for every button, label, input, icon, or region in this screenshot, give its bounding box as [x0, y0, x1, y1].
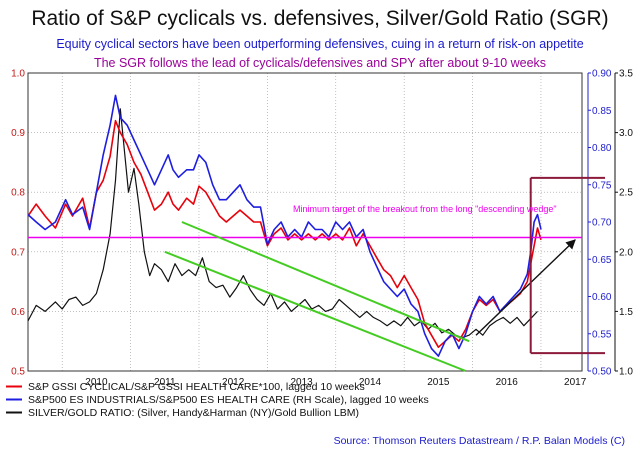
- x-tick-label: 2013: [290, 377, 313, 388]
- x-tick-label: 2017: [564, 377, 587, 388]
- x-tick-label: 2010: [85, 377, 108, 388]
- right-axis-1-label: 0.70: [592, 218, 612, 229]
- series-group: [27, 94, 542, 357]
- plot-frame: [27, 72, 583, 372]
- breakout-arrow: [475, 239, 576, 336]
- right-axis-2-label: 2.0: [619, 247, 633, 258]
- right-axis-2-label: 1.5: [619, 307, 633, 318]
- x-tick-label: 2014: [359, 377, 382, 388]
- right-axis-1-label: 0.85: [592, 106, 612, 117]
- right-axis-1: 0.50 0.55 0.60 0.65 0.70 0.75 0.80 0.85 0.90: [587, 69, 612, 378]
- right-axis-2-label: 2.5: [619, 188, 633, 199]
- right-axis-2: 1.0 1.5 2.0 2.5 3.0 3.5: [614, 69, 633, 378]
- x-tick-label: 2016: [496, 377, 519, 388]
- wedge-trendline: [164, 250, 467, 372]
- right-axis-2-label: 3.5: [619, 69, 633, 80]
- left-axis: 0.5 0.6 0.7 0.8 0.9 1.0: [11, 69, 25, 378]
- wedge-annotation: Minimum target of the breakout from the …: [293, 204, 557, 214]
- chart-subtitle: Equity cyclical sectors have been outper…: [56, 37, 583, 51]
- x-tick-label: 2011: [154, 377, 176, 388]
- right-axis-1-label: 0.80: [592, 143, 612, 154]
- right-axis-1-label: 0.50: [592, 367, 612, 378]
- right-axis-1-label: 0.75: [592, 180, 612, 191]
- overlays: [28, 176, 605, 372]
- left-tick-label: 1.0: [11, 69, 25, 80]
- x-tick-label: 2015: [427, 377, 450, 388]
- chart-title: Ratio of S&P cyclicals vs. defensives, S…: [31, 7, 608, 30]
- left-tick-label: 0.7: [11, 247, 25, 258]
- chart-subtitle-2: The SGR follows the lead of cyclicals/de…: [94, 56, 546, 70]
- x-axis: 2010 2011 2012 2013 2014 2015 2016 2017: [85, 377, 586, 388]
- series-line-blue: [27, 94, 542, 357]
- legend: S&P GSSI CYCLICAL/S&P GSSI HEALTH CARE*1…: [6, 381, 429, 419]
- right-axis-2-label: 1.0: [619, 367, 633, 378]
- left-tick-label: 0.6: [11, 307, 25, 318]
- right-axis-1-label: 0.55: [592, 329, 612, 340]
- right-axis-1-label: 0.60: [592, 292, 612, 303]
- right-axis-2-label: 3.0: [619, 128, 633, 139]
- left-tick-label: 0.5: [11, 367, 25, 378]
- legend-label: S&P GSSI CYCLICAL/S&P GSSI HEALTH CARE*1…: [28, 381, 365, 393]
- x-tick-label: 2012: [222, 377, 245, 388]
- legend-label: S&P500 ES INDUSTRIALS/S&P500 ES HEALTH C…: [28, 394, 429, 406]
- right-axis-1-label: 0.65: [592, 255, 612, 266]
- left-tick-label: 0.9: [11, 128, 25, 139]
- series-line-black: [27, 108, 538, 339]
- source-note: Source: Thomson Reuters Datastream / R.P…: [334, 435, 625, 447]
- series-line-red: [27, 119, 542, 348]
- right-axis-1-label: 0.90: [592, 69, 612, 80]
- left-tick-label: 0.8: [11, 188, 25, 199]
- wedge-trendline: [181, 221, 470, 343]
- legend-label: SILVER/GOLD RATIO: (Silver, Handy&Harman…: [28, 407, 359, 419]
